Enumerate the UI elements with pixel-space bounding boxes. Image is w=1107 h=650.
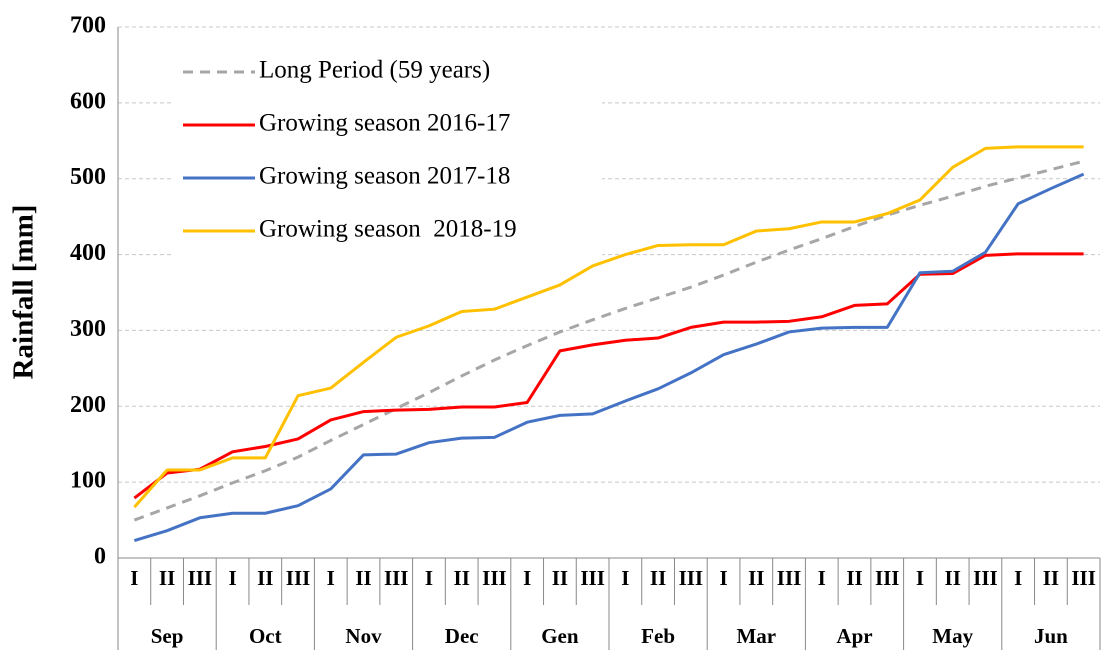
y-tick-label: 200 bbox=[70, 392, 106, 418]
x-tick-label: II bbox=[945, 566, 961, 590]
y-tick-label: 500 bbox=[70, 164, 106, 190]
x-tick-label: II bbox=[748, 566, 764, 590]
y-tick-label: 300 bbox=[70, 316, 106, 342]
y-tick-label: 100 bbox=[70, 468, 106, 494]
x-tick-label: II bbox=[355, 566, 371, 590]
x-group-label: Apr bbox=[836, 624, 872, 648]
x-tick-label: I bbox=[916, 566, 924, 590]
x-group-label: Mar bbox=[736, 624, 776, 648]
x-tick-label: II bbox=[846, 566, 862, 590]
x-tick-label: II bbox=[257, 566, 273, 590]
x-tick-label: III bbox=[384, 566, 409, 590]
y-tick-label: 0 bbox=[94, 544, 106, 570]
x-group-label: Jun bbox=[1034, 624, 1068, 648]
y-tick-label: 600 bbox=[70, 88, 106, 114]
x-group-label: Nov bbox=[345, 624, 382, 648]
series-line bbox=[133, 252, 1084, 500]
y-tick-label: 700 bbox=[70, 13, 106, 39]
series-line bbox=[133, 145, 1084, 509]
x-tick-label: II bbox=[552, 566, 568, 590]
x-group-label: Gen bbox=[541, 624, 579, 648]
x-tick-label: III bbox=[482, 566, 507, 590]
legend-label: Long Period (59 years) bbox=[259, 57, 490, 84]
series-line bbox=[133, 159, 1085, 522]
legend-label: Growing season 2016-17 bbox=[259, 110, 510, 137]
x-group-label: Dec bbox=[445, 624, 479, 648]
x-tick-label: III bbox=[1071, 566, 1096, 590]
x-tick-label: III bbox=[875, 566, 900, 590]
x-tick-label: III bbox=[188, 566, 213, 590]
x-tick-label: II bbox=[454, 566, 470, 590]
x-tick-label: III bbox=[286, 566, 311, 590]
x-group-label: Feb bbox=[641, 624, 675, 648]
x-tick-label: I bbox=[228, 566, 236, 590]
x-tick-label: III bbox=[777, 566, 802, 590]
x-tick-label: I bbox=[719, 566, 727, 590]
series-line bbox=[133, 172, 1085, 542]
x-tick-label: I bbox=[1014, 566, 1022, 590]
x-group-label: Oct bbox=[249, 624, 282, 648]
x-tick-label: III bbox=[973, 566, 998, 590]
x-tick-label: I bbox=[523, 566, 531, 590]
y-axis-label: Rainfall [mm] bbox=[8, 205, 40, 380]
x-group-label: May bbox=[932, 624, 973, 648]
x-group-label: Sep bbox=[151, 624, 184, 648]
legend-label: Growing season 2018-19 bbox=[259, 216, 517, 243]
x-tick-label: I bbox=[621, 566, 629, 590]
x-tick-label: I bbox=[425, 566, 433, 590]
legend-label: Growing season 2017-18 bbox=[259, 163, 510, 190]
x-tick-label: II bbox=[1043, 566, 1059, 590]
x-tick-label: I bbox=[327, 566, 335, 590]
legend-box bbox=[172, 46, 602, 256]
x-tick-label: II bbox=[650, 566, 666, 590]
x-tick-label: II bbox=[159, 566, 175, 590]
y-tick-label: 400 bbox=[70, 240, 106, 266]
x-tick-label: III bbox=[679, 566, 704, 590]
x-tick-label: I bbox=[130, 566, 138, 590]
x-tick-label: III bbox=[580, 566, 605, 590]
x-tick-label: I bbox=[818, 566, 826, 590]
